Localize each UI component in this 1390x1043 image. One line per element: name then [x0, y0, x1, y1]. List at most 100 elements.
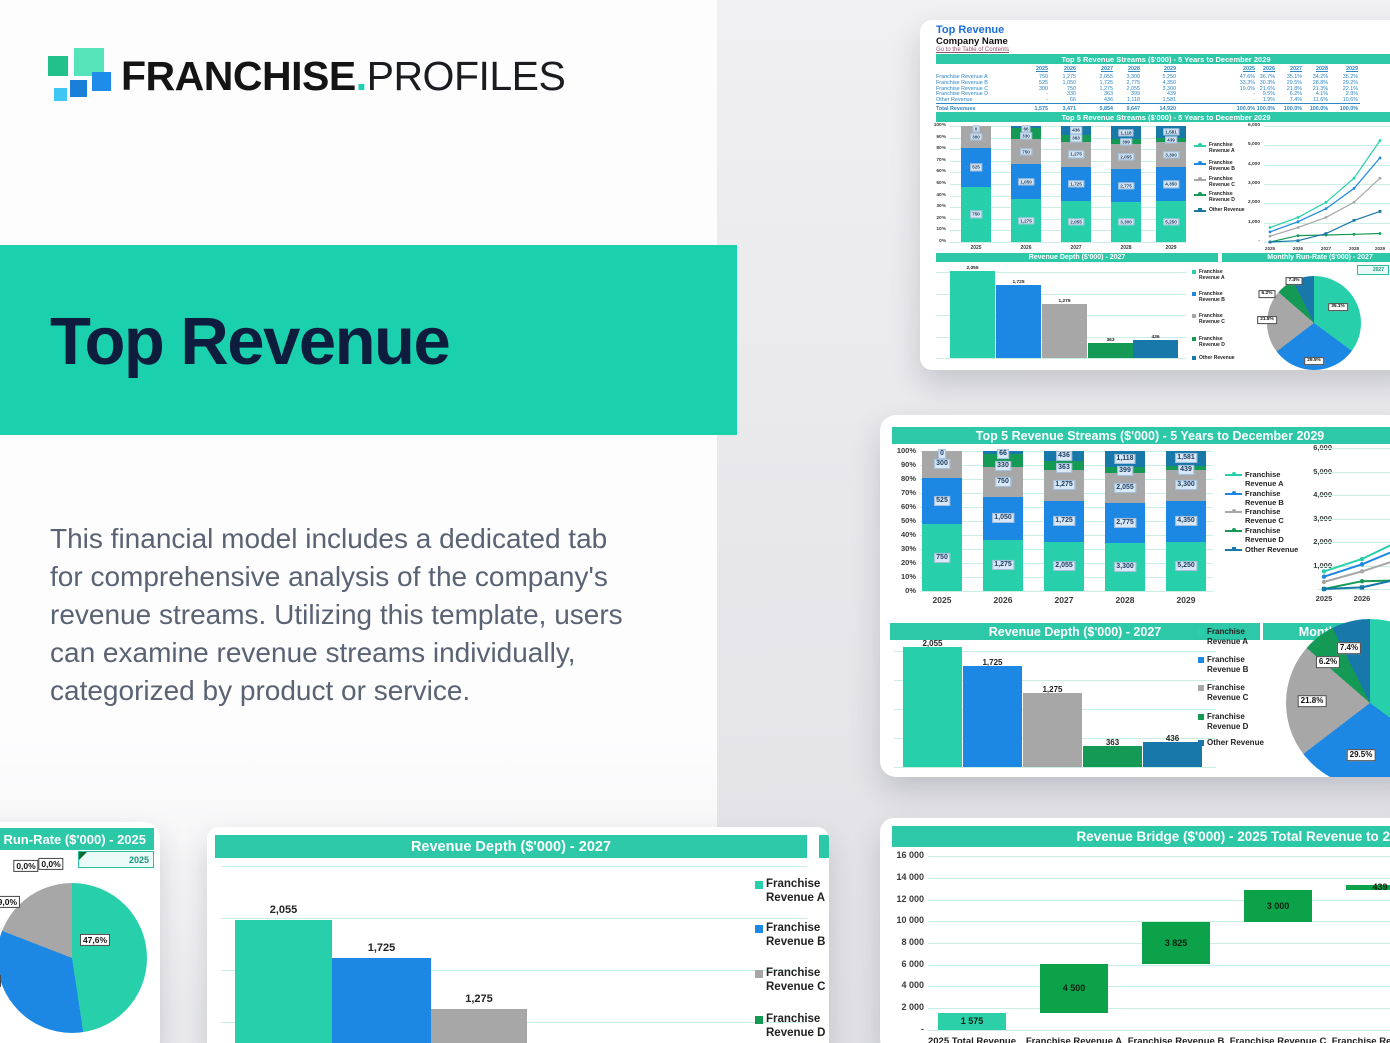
bar-value-label: 3,300 — [1114, 562, 1136, 573]
table-cell: 14,920 — [1159, 105, 1177, 112]
y-axis-label: - — [921, 1023, 924, 1034]
bar-value-label: 2,055 — [922, 639, 943, 649]
bar-value-label: 5,250 — [1163, 217, 1179, 226]
grid-line — [894, 767, 1216, 768]
y-axis-label: 20% — [900, 558, 916, 568]
x-axis-label: 2029 — [1165, 245, 1177, 251]
table-cell: 10.6% — [1342, 97, 1358, 104]
bar-value-label: 1,118 — [1114, 454, 1136, 465]
pie-label: 47,6% — [79, 933, 111, 947]
legend-label: Other Revenue — [1209, 207, 1245, 213]
table-cell: 100.0% — [1283, 105, 1302, 112]
table-cell: 2,055 — [1126, 85, 1141, 92]
data-point-marker — [1378, 232, 1382, 235]
data-point-marker — [1359, 579, 1365, 584]
toc-link[interactable]: Go to the Table of Contents — [936, 47, 1009, 53]
year-slicer-button[interactable]: 2025 — [78, 851, 154, 868]
data-point-marker — [1378, 176, 1382, 180]
bridge-bar — [1244, 889, 1312, 923]
x-axis-label: 2026 — [1353, 594, 1371, 603]
table-row-label: Franchise Revenue D — [936, 91, 989, 98]
x-axis-label: 2028 — [1115, 595, 1135, 605]
bar-value-label: 1,275 — [992, 560, 1014, 571]
legend-label: Franchise Revenue D — [1207, 712, 1249, 731]
table-cell: 28.8% — [1312, 79, 1328, 86]
table-cell: 1,050 — [1062, 79, 1077, 86]
bar-value-label: 1,275 — [1068, 150, 1084, 159]
table-cell: 100.0% — [1339, 105, 1358, 112]
y-axis-label: 70% — [936, 157, 946, 163]
bridge-bar — [1346, 884, 1390, 890]
data-point-marker — [1268, 234, 1272, 238]
data-point-marker — [1352, 176, 1356, 180]
x-axis-label: 2028 — [1348, 246, 1360, 251]
pie-label: 6.2% — [1258, 290, 1276, 298]
grid-line — [1317, 495, 1390, 496]
bar-value-label: 5,250 — [1175, 561, 1197, 572]
legend-label: Franchise Revenue B — [1207, 655, 1249, 674]
table-cell: 9,647 — [1126, 105, 1141, 112]
bar-value-label: 1,275 — [1018, 217, 1034, 225]
year-slicer-button[interactable]: 2027 — [1357, 265, 1389, 275]
table-cell: 436 — [1104, 97, 1113, 104]
legend-swatch-icon — [1192, 356, 1196, 361]
table-year-header: 2028 — [1316, 66, 1328, 72]
runrate-line-franchise-revenue-c — [1269, 177, 1381, 237]
depth-bar — [1143, 741, 1202, 767]
x-axis-label: 2025 Total Revenue — [927, 1036, 1017, 1043]
y-axis-label: 14 000 — [896, 871, 924, 882]
grid-line — [1264, 242, 1390, 243]
legend-line-icon — [1225, 491, 1242, 496]
bar-value-label: 750 — [970, 210, 982, 219]
grid-line — [1264, 203, 1390, 205]
bar-value-label: 750 — [934, 552, 950, 563]
brand-name-dot: . — [355, 52, 367, 99]
table-cell: - — [1046, 91, 1048, 98]
y-axis-label: 90% — [936, 134, 946, 140]
bar-value-label: 436 — [1070, 126, 1082, 134]
bar-value-label: 363 — [1106, 337, 1115, 343]
table-row-label: Franchise Revenue A — [936, 74, 988, 80]
depth-bar — [1083, 745, 1142, 767]
legend-item: Franchise Revenue B — [1198, 655, 1248, 674]
company-name: Company Name — [936, 36, 1008, 47]
legend-label: Franchise Revenue D — [1199, 336, 1225, 348]
grid-line — [894, 680, 1216, 681]
table-cell: 21.8% — [1286, 85, 1302, 92]
table-cell: 21.3% — [1312, 85, 1328, 92]
stack-segment — [983, 453, 1023, 467]
y-axis-label: 3,000 — [1247, 181, 1260, 187]
legend-item: Franchise Revenue C — [1198, 683, 1248, 702]
runrate-line-franchise-revenue-d — [1323, 579, 1390, 590]
pie-label: 21.8% — [1257, 316, 1277, 324]
grid-line — [928, 877, 1390, 879]
data-point-marker — [1378, 210, 1382, 213]
legend-item: Franchise Revenue B — [1194, 160, 1235, 172]
table-cell: 2.9% — [1345, 91, 1358, 98]
y-axis-label: 100% — [896, 446, 916, 456]
dashboard-screenshot-top: Top Revenue Company Name Go to the Table o… — [920, 20, 1390, 370]
bar-value-label: 2,055 — [966, 266, 979, 272]
legend-swatch-icon — [755, 1015, 763, 1024]
grid-line — [920, 591, 1213, 592]
y-axis-label: 60% — [936, 169, 946, 175]
runrate-line-franchise-revenue-c — [1323, 561, 1390, 583]
legend-marker — [1198, 177, 1202, 181]
legend-item: Franchise Revenue B — [755, 922, 825, 950]
bar-value-label: 1,725 — [1012, 280, 1025, 286]
legend-swatch-icon — [1198, 740, 1204, 746]
table-cell: 1,275 — [1062, 74, 1077, 80]
bar-value-label: 2,055 — [269, 904, 298, 916]
bar-value-label: 0 — [938, 448, 946, 460]
legend-marker — [1231, 491, 1236, 496]
legend-label: Franchise Revenue B — [766, 922, 826, 948]
runrate-chart-header: Monthly Run-Rate ($'000) - 2027 — [1222, 253, 1390, 262]
adjacent-header-sliver — [819, 835, 829, 858]
bar-value-label: 439 — [1372, 881, 1388, 892]
bar-value-label: 1,725 — [982, 658, 1003, 668]
y-axis-label: 30% — [936, 204, 946, 210]
bar-value-label: 750 — [1020, 148, 1032, 156]
grid-line — [936, 293, 1186, 295]
y-axis-label: 8 000 — [901, 936, 924, 947]
legend-label: Other Revenue — [1207, 738, 1264, 747]
